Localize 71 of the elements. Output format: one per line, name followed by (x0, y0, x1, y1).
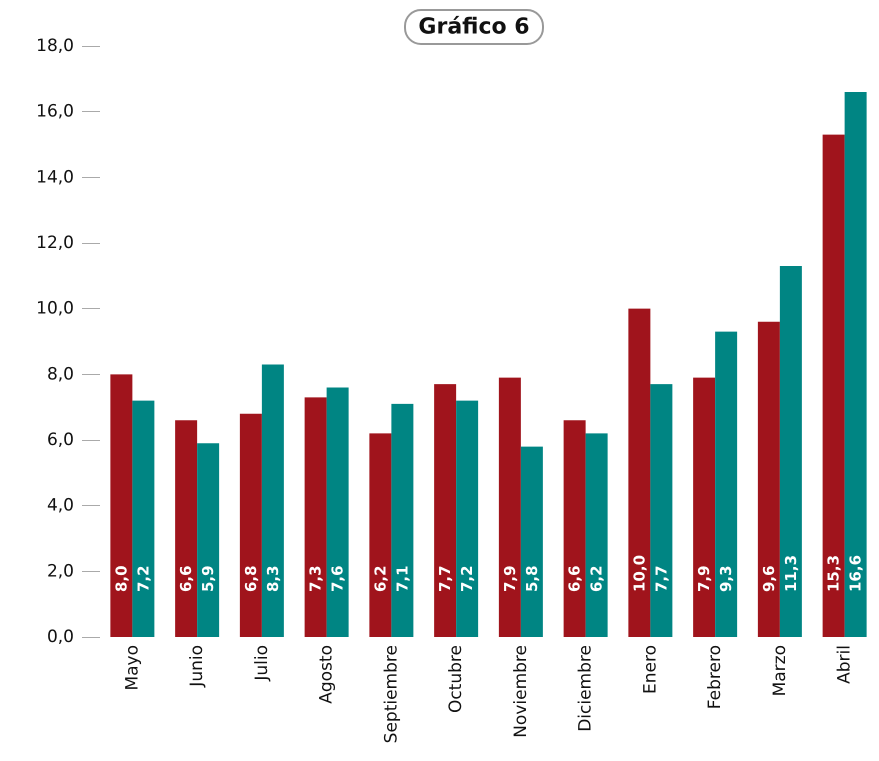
x-tick-label: Agosto (316, 645, 337, 704)
bar (175, 420, 198, 637)
bar (628, 308, 650, 637)
data-label: 6,8 (242, 565, 260, 592)
data-label: 7,9 (500, 565, 519, 592)
data-label: 6,6 (566, 565, 584, 592)
y-tick-label: 2,0 (46, 561, 74, 582)
bar (758, 322, 780, 637)
bar (369, 433, 392, 637)
x-tick-label: Diciembre (576, 645, 596, 732)
bar (326, 387, 349, 637)
bar (132, 400, 154, 637)
data-label: 7,6 (328, 565, 347, 592)
bar (844, 92, 867, 637)
y-tick-label: 14,0 (36, 167, 74, 188)
data-label: 7,3 (306, 565, 325, 592)
data-label: 6,2 (588, 565, 606, 592)
data-label: 7,2 (134, 565, 152, 592)
x-tick-label: Febrero (705, 645, 726, 710)
bar (780, 266, 802, 637)
bar (110, 374, 132, 637)
bar (693, 378, 716, 637)
y-tick-label: 0,0 (46, 627, 74, 647)
data-label: 7,7 (652, 565, 670, 592)
data-label: 7,2 (458, 565, 476, 592)
bar (304, 397, 327, 637)
x-tick-label: Noviembre (510, 645, 531, 738)
data-label: 7,9 (695, 565, 714, 592)
bar (564, 420, 586, 637)
data-label: 5,8 (522, 565, 541, 592)
data-label: 6,2 (371, 565, 390, 592)
data-label: 7,7 (436, 565, 454, 592)
y-tick-label: 10,0 (36, 298, 74, 319)
x-tick-label: Octubre (446, 645, 466, 714)
data-label: 7,1 (393, 565, 412, 592)
data-label: 8,0 (112, 565, 130, 592)
bar (391, 404, 414, 637)
bar (520, 446, 543, 637)
data-label: 8,3 (264, 565, 282, 592)
data-label: 16,6 (846, 554, 865, 592)
x-tick-label: Marzo (770, 645, 790, 696)
bar (240, 414, 262, 637)
bar (822, 134, 845, 637)
bar (650, 384, 672, 637)
y-tick-label: 8,0 (46, 364, 74, 384)
x-tick-label: Julio (252, 645, 272, 682)
data-label: 10,0 (630, 554, 648, 592)
bar (197, 443, 220, 637)
data-label: 9,3 (717, 565, 736, 592)
bar (262, 364, 284, 637)
x-tick-label: Enero (640, 645, 660, 694)
data-label: 9,6 (760, 565, 778, 592)
data-label: 5,9 (199, 565, 218, 592)
data-label: 6,6 (177, 565, 196, 592)
bar (456, 400, 478, 637)
bar (586, 433, 608, 637)
x-tick-label: Septiembre (381, 645, 402, 744)
bar (434, 384, 456, 637)
x-tick-label: Junio (187, 645, 208, 688)
data-label: 11,3 (782, 554, 800, 592)
bar (498, 378, 521, 637)
y-tick-label: 16,0 (36, 102, 74, 122)
x-tick-label: Mayo (122, 645, 142, 691)
x-tick-label: Abril (834, 645, 855, 684)
y-tick-label: 18,0 (36, 36, 74, 56)
y-tick-label: 6,0 (46, 430, 74, 450)
chart-title: Gráfico 6 (418, 14, 530, 40)
data-label: 15,3 (824, 554, 843, 592)
bar (715, 332, 738, 637)
y-tick-label: 12,0 (36, 233, 74, 253)
y-tick-label: 4,0 (46, 496, 74, 516)
